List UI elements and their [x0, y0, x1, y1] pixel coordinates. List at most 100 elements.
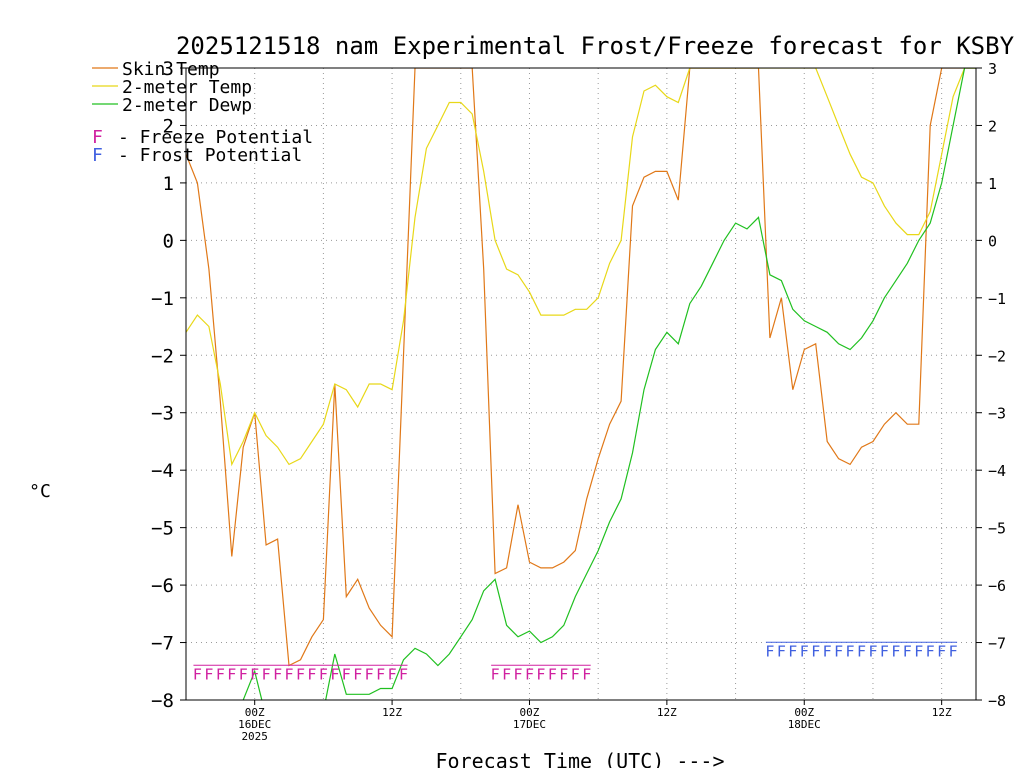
series-line-skin-temp: [186, 68, 976, 667]
freeze-potential-marker: F: [307, 665, 316, 683]
freeze-potential-marker: F: [502, 665, 511, 683]
y-tick-label-right: 2: [988, 117, 997, 135]
freeze-potential-marker: F: [536, 665, 545, 683]
frost-potential-marker: F: [857, 642, 866, 660]
freeze-potential-marker: F: [204, 665, 213, 683]
freeze-potential-marker: F: [296, 665, 305, 683]
freeze-potential-marker: F: [388, 665, 397, 683]
legend-frost-label: - Frost Potential: [118, 145, 302, 166]
frost-potential-marker: F: [777, 642, 786, 660]
legend-label-2m-temp: 2-meter Temp: [122, 77, 252, 98]
frost-potential-marker: F: [765, 642, 774, 660]
y-tick-label-right: −6: [988, 577, 1006, 595]
frost-potential-marker: F: [846, 642, 855, 660]
y-tick-label-right: 0: [988, 232, 997, 250]
series-layer: [186, 68, 976, 700]
frost-potential-marker: F: [937, 642, 946, 660]
freeze-potential-marker: F: [365, 665, 374, 683]
freeze-potential-marker: F: [491, 665, 500, 683]
x-tick-label: 2025: [241, 730, 268, 743]
y-tick-label-left: −4: [151, 460, 174, 482]
y-tick-label-right: −7: [988, 635, 1006, 653]
chart-title: 2025121518 nam Experimental Frost/Freeze…: [176, 32, 1015, 60]
x-tick-label: 17DEC: [513, 718, 546, 731]
series-line-2-meter-temp: [186, 68, 976, 467]
frost-potential-marker: F: [914, 642, 923, 660]
y-tick-label-left: −2: [151, 345, 174, 367]
grid: [186, 68, 976, 700]
x-tick-label: 16DEC: [238, 718, 271, 731]
frost-potential-marker: F: [880, 642, 889, 660]
x-tick-label: 00Z: [794, 706, 814, 719]
frost-potential-marker: F: [868, 642, 877, 660]
frost-potential-marker: F: [834, 642, 843, 660]
x-tick-label: 12Z: [932, 706, 952, 719]
y-tick-label-left: 1: [163, 173, 174, 195]
freeze-potential-marker: F: [514, 665, 523, 683]
x-tick-label: 12Z: [382, 706, 402, 719]
y-tick-label-right: −5: [988, 520, 1006, 538]
freeze-potential-marker: F: [525, 665, 534, 683]
y-tick-label-right: −8: [988, 692, 1006, 710]
freeze-potential-marker: F: [319, 665, 328, 683]
freeze-potential-marker: F: [376, 665, 385, 683]
y-tick-label-right: −2: [988, 347, 1006, 365]
frost-potential-marker: F: [903, 642, 912, 660]
legend-label-skin-temp: Skin Temp: [122, 59, 220, 80]
freeze-potential-marker: F: [262, 665, 271, 683]
y-tick-label-left: −5: [151, 518, 174, 540]
freeze-potential-marker: F: [353, 665, 362, 683]
freeze-potential-marker: F: [227, 665, 236, 683]
frost-potential-marker: F: [926, 642, 935, 660]
freeze-potential-marker: F: [582, 665, 591, 683]
plot-frame: [185, 67, 977, 701]
legend-freeze-label: - Freeze Potential: [118, 127, 313, 148]
freeze-potential-marker: F: [559, 665, 568, 683]
y-tick-label-left: −1: [151, 288, 174, 310]
frost-potential-marker: F: [811, 642, 820, 660]
series-line-2-meter-dewp: [242, 68, 976, 700]
y-tick-label-left: 3: [163, 58, 174, 80]
y-axis-left: 3 2 1 0 −1 −2 −3 −4 −5 −6 −7 −8: [151, 58, 186, 712]
x-tick-label: 00Z: [245, 706, 265, 719]
frost-potential-marker: F: [949, 642, 958, 660]
potential-flags: F F F F F F F F F F F F F F F F F F F F F F F F F F F FF F F F F F F F F F F F…: [193, 641, 958, 683]
y-tick-label-left: 0: [163, 230, 174, 252]
y-tick-label-left: −7: [151, 633, 174, 655]
freeze-potential-marker: F: [330, 665, 339, 683]
frost-potential-marker: F: [800, 642, 809, 660]
freeze-potential-marker: F: [273, 665, 282, 683]
freeze-potential-marker: F: [239, 665, 248, 683]
y-axis-right: 3 2 1 0 −1 −2 −3 −4 −5 −6 −7 −8: [976, 60, 1006, 710]
frost-potential-marker: F: [891, 642, 900, 660]
freeze-potential-marker: F: [250, 665, 259, 683]
y-tick-label-right: 3: [988, 60, 997, 78]
y-tick-label-right: −4: [988, 462, 1006, 480]
frost-potential-marker: F: [823, 642, 832, 660]
legend-label-2m-dewp: 2-meter Dewp: [122, 95, 252, 116]
freeze-potential-marker: F: [285, 665, 294, 683]
x-tick-label: 18DEC: [788, 718, 821, 731]
legend-freeze-letter: F: [92, 127, 103, 148]
x-axis-label: Forecast Time (UTC) --->: [436, 749, 725, 768]
legend-frost-letter: F: [92, 145, 103, 166]
y-tick-label-right: −1: [988, 290, 1006, 308]
legend: Skin Temp 2-meter Temp 2-meter Dewp F - …: [92, 59, 313, 166]
y-tick-label-left: −6: [151, 575, 174, 597]
y-tick-label-left: −3: [151, 403, 174, 425]
freeze-potential-marker: F: [548, 665, 557, 683]
frost-potential-marker: F: [788, 642, 797, 660]
freeze-potential-marker: F: [571, 665, 580, 683]
freeze-potential-marker: F: [399, 665, 408, 683]
y-tick-label-left: 2: [163, 115, 174, 137]
freeze-potential-marker: F: [216, 665, 225, 683]
y-tick-label-right: −3: [988, 405, 1006, 423]
x-tick-label: 00Z: [520, 706, 540, 719]
x-tick-label: 12Z: [657, 706, 677, 719]
y-axis-label: °C: [29, 481, 51, 502]
freeze-potential-marker: F: [193, 665, 202, 683]
y-tick-label-right: 1: [988, 175, 997, 193]
freeze-potential-marker: F: [342, 665, 351, 683]
